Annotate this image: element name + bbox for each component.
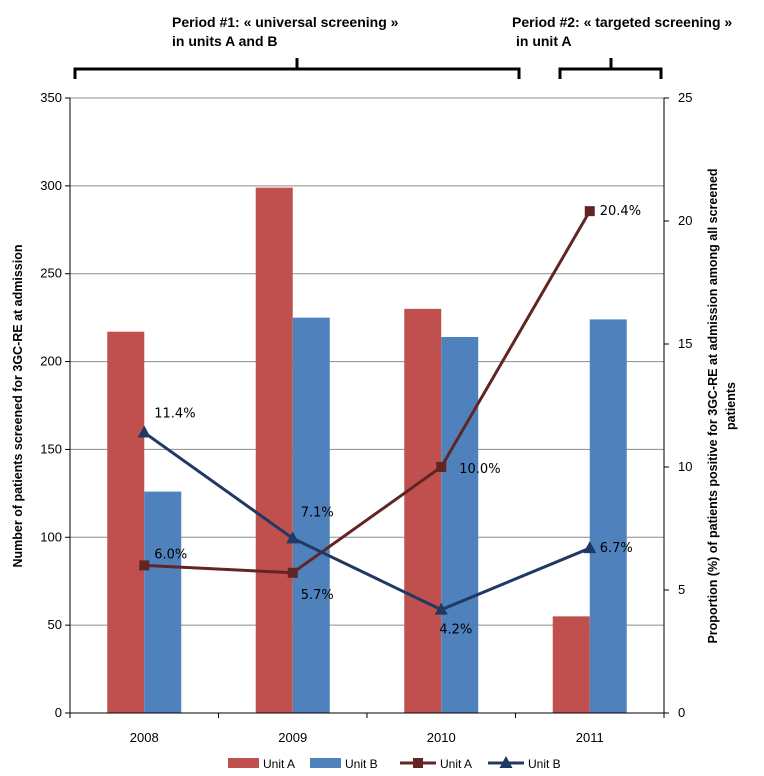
bar-unit-b-2008 xyxy=(144,491,182,713)
y-right-tick-label: 10 xyxy=(678,459,692,474)
legend-label-bar-0: Unit A xyxy=(263,757,295,771)
data-label-unit-a-2011: 20.4% xyxy=(600,204,641,219)
y-right-tick-label: 25 xyxy=(678,90,692,105)
data-label-unit-b-2011: 6.7% xyxy=(600,541,633,556)
series-line-unit-b xyxy=(143,431,591,612)
legend-label-bar-1: Unit B xyxy=(345,757,378,771)
y-left-axis-title: Number of patients screened for 3GC-RE a… xyxy=(11,245,25,568)
y-right-tick-label: 0 xyxy=(678,705,685,720)
series-line-unit-a xyxy=(144,210,592,575)
x-tick-label: 2011 xyxy=(576,730,604,745)
tick-labels: 0 50 100 150 200 250 300 350 0 5 10 15 20 25 2008 2009 2… xyxy=(40,90,692,745)
bars xyxy=(107,187,627,714)
y-right-tick-label: 20 xyxy=(678,213,692,228)
bar-unit-a-2008 xyxy=(107,331,145,713)
y-right-tick-label: 15 xyxy=(678,336,692,351)
x-tick-label: 2010 xyxy=(427,730,456,745)
period1-line2: in units A and B xyxy=(172,33,278,49)
data-label-unit-a-2008: 6.0% xyxy=(154,547,187,562)
marker-unit-b-2010 xyxy=(434,602,448,615)
marker-unit-b-2008 xyxy=(137,425,151,438)
period2-line1: Period #2: « targeted screening » xyxy=(512,14,732,30)
legend-marker-1 xyxy=(499,756,513,768)
period2-line2: in unit A xyxy=(516,33,571,49)
axes xyxy=(65,97,669,718)
legend: Unit A Unit B Unit A Unit B xyxy=(228,756,561,771)
y-left-tick-label: 200 xyxy=(40,354,62,369)
y-left-tick-label: 50 xyxy=(48,617,62,632)
legend-swatch-bar-0 xyxy=(228,758,259,768)
marker-unit-a-2011 xyxy=(584,206,595,217)
y-left-tick-label: 150 xyxy=(40,441,62,456)
marker-unit-b-2011 xyxy=(583,541,597,554)
bar-unit-a-2011 xyxy=(552,616,590,713)
y-left-tick-label: 300 xyxy=(40,178,62,193)
x-tick-label: 2008 xyxy=(130,730,159,745)
legend-label-line-0: Unit A xyxy=(440,757,472,771)
period1-bracket xyxy=(73,58,521,79)
data-labels: 6.0% 5.7% 10.0% 20.4% 11.4% 7.1% 4.2% 6.7% xyxy=(154,204,641,638)
legend-marker-0 xyxy=(413,758,423,768)
y-left-tick-label: 350 xyxy=(40,90,62,105)
y-right-axis-title-line1: Proportion (%) of patients positive for … xyxy=(706,168,720,643)
data-label-unit-a-2009: 5.7% xyxy=(301,588,334,603)
marker-unit-a-2010 xyxy=(436,462,447,472)
period2-bracket xyxy=(558,58,663,79)
bar-unit-b-2009 xyxy=(292,317,330,713)
marker-unit-a-2009 xyxy=(287,567,298,578)
bar-unit-a-2010 xyxy=(404,308,442,713)
marker-unit-a-2008 xyxy=(139,560,150,571)
y-left-tick-label: 250 xyxy=(40,266,62,281)
data-label-unit-b-2010: 4.2% xyxy=(439,623,472,638)
marker-unit-b-2009 xyxy=(286,531,300,544)
bar-unit-b-2010 xyxy=(441,336,479,713)
data-label-unit-b-2008: 11.4% xyxy=(154,407,195,422)
legend-swatch-bar-1 xyxy=(310,758,341,768)
y-right-tick-label: 5 xyxy=(678,582,685,597)
legend-label-line-1: Unit B xyxy=(528,757,561,771)
data-label-unit-a-2010: 10.0% xyxy=(459,462,500,477)
x-tick-label: 2009 xyxy=(278,730,307,745)
y-left-tick-label: 100 xyxy=(40,529,62,544)
bar-unit-a-2009 xyxy=(255,187,293,714)
bar-unit-b-2011 xyxy=(589,319,627,713)
data-label-unit-b-2009: 7.1% xyxy=(301,505,334,520)
y-left-tick-label: 0 xyxy=(55,705,62,720)
lines xyxy=(137,206,597,615)
period1-line1: Period #1: « universal screening » xyxy=(172,14,399,30)
y-right-axis-title-line2: patients xyxy=(724,382,738,430)
